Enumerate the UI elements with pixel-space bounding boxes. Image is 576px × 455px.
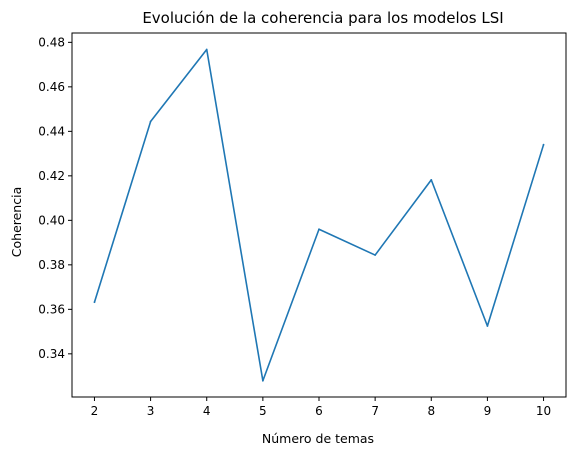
y-tick-label: 0.46 <box>38 80 65 94</box>
x-tick-label: 3 <box>147 404 155 418</box>
data-point <box>430 178 433 181</box>
y-tick-label: 0.40 <box>38 213 65 227</box>
x-tick-label: 9 <box>484 404 492 418</box>
x-tick-label: 2 <box>91 404 99 418</box>
data-point <box>542 143 545 146</box>
series-layer <box>93 48 545 382</box>
y-tick-label: 0.36 <box>38 302 65 316</box>
x-tick-label: 7 <box>371 404 379 418</box>
data-point <box>374 254 377 256</box>
data-point <box>93 301 96 304</box>
x-tick-label: 10 <box>536 404 551 418</box>
chart-title: Evolución de la coherencia para los mode… <box>142 9 503 27</box>
data-point <box>486 325 489 327</box>
y-tick-label: 0.44 <box>38 124 65 138</box>
x-tick-label: 8 <box>427 404 435 418</box>
data-point <box>149 120 152 123</box>
x-axis-label: Número de temas <box>262 431 374 446</box>
coherence-series-line <box>93 48 545 382</box>
ticks-layer: 2 3 4 5 6 7 8 9 10 0.34 0.36 0.38 0.40 0.42 0.44 0.46 0.… <box>38 35 551 418</box>
x-tick-label: 4 <box>203 404 211 418</box>
data-point <box>318 228 320 231</box>
y-tick-label: 0.38 <box>38 258 65 272</box>
y-tick-label: 0.34 <box>38 347 65 361</box>
x-tick-label: 6 <box>315 404 323 418</box>
plot-frame <box>71 32 567 398</box>
data-point <box>205 48 208 51</box>
data-point <box>261 379 264 382</box>
y-tick-label: 0.42 <box>38 169 65 183</box>
y-tick-label: 0.48 <box>38 35 65 49</box>
y-axis-label: Coherencia <box>9 187 24 257</box>
x-tick-label: 5 <box>259 404 267 418</box>
